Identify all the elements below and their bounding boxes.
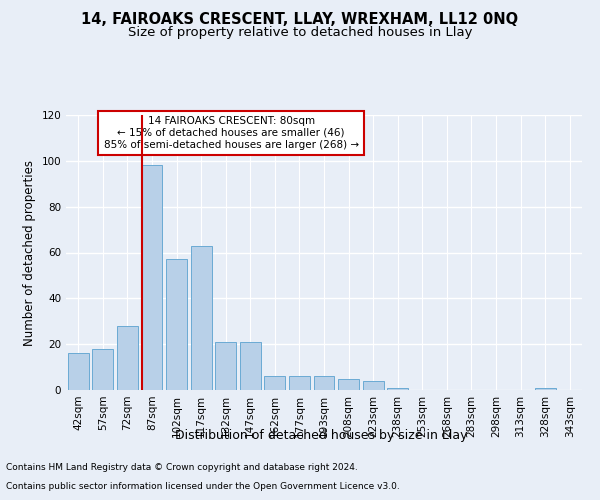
Text: Contains HM Land Registry data © Crown copyright and database right 2024.: Contains HM Land Registry data © Crown c…	[6, 464, 358, 472]
Text: Contains public sector information licensed under the Open Government Licence v3: Contains public sector information licen…	[6, 482, 400, 491]
Bar	[362, 381, 383, 390]
Bar	[117, 326, 138, 390]
Bar	[535, 388, 556, 390]
Text: 14, FAIROAKS CRESCENT, LLAY, WREXHAM, LL12 0NQ: 14, FAIROAKS CRESCENT, LLAY, WREXHAM, LL…	[82, 12, 518, 28]
Y-axis label: Number of detached properties: Number of detached properties	[23, 160, 36, 346]
Bar	[166, 260, 187, 390]
Bar	[191, 246, 212, 390]
Bar	[314, 376, 334, 390]
Bar	[92, 349, 113, 390]
Text: Distribution of detached houses by size in Llay: Distribution of detached houses by size …	[175, 428, 467, 442]
Bar	[68, 354, 89, 390]
Bar	[240, 342, 261, 390]
Bar	[142, 166, 163, 390]
Bar	[215, 342, 236, 390]
Bar	[265, 376, 286, 390]
Text: 14 FAIROAKS CRESCENT: 80sqm
← 15% of detached houses are smaller (46)
85% of sem: 14 FAIROAKS CRESCENT: 80sqm ← 15% of det…	[104, 116, 359, 150]
Bar	[289, 376, 310, 390]
Bar	[338, 378, 359, 390]
Bar	[387, 388, 408, 390]
Text: Size of property relative to detached houses in Llay: Size of property relative to detached ho…	[128, 26, 472, 39]
